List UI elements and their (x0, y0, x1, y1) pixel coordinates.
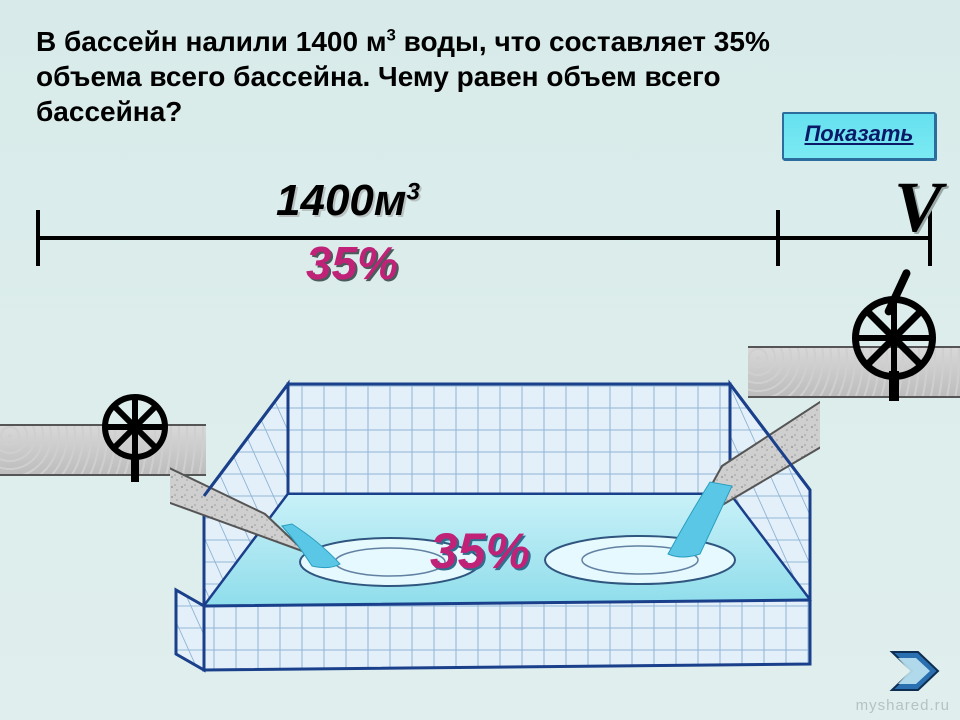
next-button[interactable] (888, 648, 942, 694)
valve-wheel-left-icon (102, 394, 168, 460)
tick-start (36, 210, 40, 266)
number-line (36, 236, 932, 240)
show-button[interactable]: Показать (782, 112, 936, 160)
valve-wheel-right-icon (852, 296, 936, 380)
watermark: myshared.ru (856, 697, 950, 714)
pool-percent-label: 35% (430, 522, 530, 580)
tick-35pct (776, 210, 780, 266)
percent-label: 35% (306, 236, 398, 290)
problem-text: В бассейн налили 1400 м3 воды, что соста… (36, 24, 836, 129)
total-volume-label: V (894, 166, 942, 249)
value-label: 1400м3 (276, 176, 420, 226)
